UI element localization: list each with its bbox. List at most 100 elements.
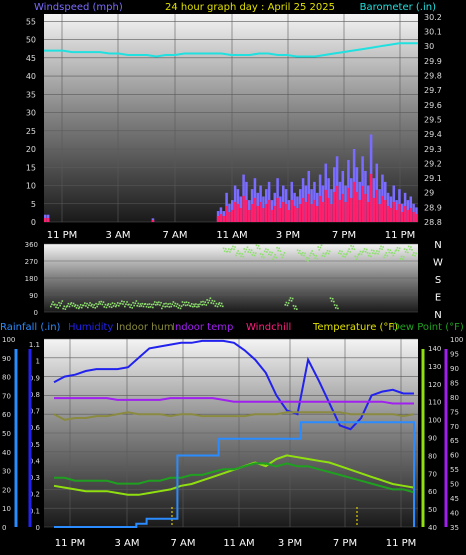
direction-point (89, 302, 91, 304)
gust-bar (267, 199, 271, 222)
direction-point (166, 305, 168, 308)
direction-tick: 270 (25, 258, 38, 266)
dewpoint-tick: 55 (450, 466, 459, 474)
direction-point (174, 302, 177, 305)
gust-bar (409, 207, 413, 222)
direction-point (201, 304, 203, 306)
direction-point (234, 246, 236, 248)
gust-bar (270, 209, 274, 222)
direction-point (346, 252, 348, 255)
x-label: 3 AM (114, 538, 139, 549)
direction-point (123, 300, 125, 303)
direction-point (196, 306, 198, 308)
gust-bar (296, 207, 299, 222)
direction-point (341, 250, 343, 253)
direction-point (152, 303, 155, 306)
direction-point (364, 250, 367, 253)
direction-point (104, 303, 107, 306)
direction-point (380, 245, 382, 248)
direction-point (311, 250, 313, 252)
direction-point (108, 305, 111, 308)
direction-point (189, 304, 191, 307)
gust-bar (231, 209, 234, 222)
rain-tick: 0.6 (29, 424, 41, 432)
direction-point (184, 304, 187, 307)
direction-point (119, 302, 121, 305)
gust-bar (219, 213, 223, 222)
direction-point (408, 248, 411, 251)
direction-point (296, 249, 299, 252)
gust-bar (151, 219, 155, 222)
direction-point (276, 246, 278, 249)
direction-point (374, 252, 377, 255)
direction-point (63, 305, 66, 308)
direction-point (357, 253, 360, 256)
direction-point (57, 307, 60, 309)
temperature-tick: 130 (428, 363, 441, 371)
direction-point (241, 253, 244, 255)
direction-point (62, 307, 64, 310)
direction-point (359, 250, 362, 253)
gust-bar (333, 191, 336, 222)
rain-tick: 0.5 (29, 441, 40, 449)
direction-point (279, 250, 282, 252)
temperature-tick: 140 (428, 345, 441, 353)
direction-point (242, 256, 245, 258)
direction-point (382, 246, 384, 248)
direction-tick: 0 (34, 309, 38, 317)
direction-point (331, 297, 334, 300)
windspeed-tick: 10 (26, 182, 36, 191)
direction-point (178, 304, 181, 307)
direction-point (342, 255, 344, 258)
temperature-legend: Rainfall (.in) Humidity Indoor hum Indoo… (0, 322, 464, 333)
direction-point (350, 245, 352, 247)
temperature-tick: 90 (428, 434, 437, 442)
rain-tick: 0.3 (29, 474, 40, 482)
direction-point (289, 297, 292, 299)
direction-point (393, 252, 396, 255)
gust-bar (273, 205, 277, 222)
direction-point (321, 254, 324, 257)
direction-point (171, 303, 174, 306)
direction-point (317, 246, 319, 248)
direction-point (396, 246, 399, 249)
x-label: 3 PM (276, 230, 300, 241)
gust-bar (310, 203, 313, 222)
direction-point (285, 301, 288, 304)
direction-point (64, 308, 67, 310)
direction-point (400, 255, 403, 258)
humidity-line (53, 339, 414, 431)
temperature-tick: 110 (428, 399, 441, 407)
x-label: 11 PM (386, 538, 417, 549)
direction-point (383, 256, 385, 259)
direction-point (248, 248, 251, 251)
direction-point (99, 303, 101, 305)
direction-point (240, 255, 242, 258)
direction-point (392, 254, 395, 257)
dewpoint-tick: 65 (450, 437, 459, 445)
gust-bar (338, 199, 342, 222)
direction-point (176, 303, 179, 305)
rainfall-line (54, 421, 415, 528)
direction-point (267, 248, 269, 251)
direction-point (205, 304, 208, 306)
direction-point (124, 305, 126, 308)
gust-bar (335, 185, 339, 222)
direction-point (216, 305, 219, 308)
direction-point (192, 305, 194, 308)
temperature-tick: 60 (428, 488, 437, 496)
humidity-tick: 20 (2, 486, 11, 494)
direction-point (172, 301, 175, 303)
legend-rain: Rainfall (.in) (0, 322, 61, 333)
humidity-tick: 10 (2, 505, 11, 513)
windspeed-tick: 0 (31, 218, 36, 227)
direction-point (315, 255, 318, 257)
direction-point (93, 304, 95, 306)
direction-point (336, 304, 338, 307)
direction-point (373, 249, 375, 252)
direction-point (243, 248, 245, 250)
gust-bar (316, 205, 319, 222)
direction-point (129, 306, 131, 309)
direction-point (378, 250, 380, 253)
direction-point (339, 250, 341, 252)
